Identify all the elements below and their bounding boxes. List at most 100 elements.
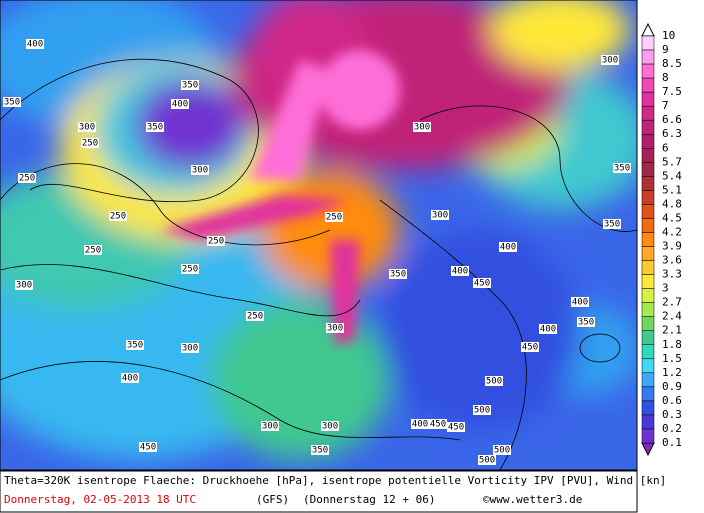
colorbar-band <box>641 414 655 430</box>
contour-label-bg <box>78 122 96 132</box>
contour-label: 400 <box>572 298 588 308</box>
colorbar-band <box>641 77 655 93</box>
contour-label-bg <box>139 442 157 452</box>
contour-label: 250 <box>85 246 101 256</box>
colorbar-label: 0.2 <box>662 422 682 435</box>
colorbar-label: 1.8 <box>662 338 682 351</box>
colorbar-band <box>641 35 655 51</box>
colorbar-band <box>641 119 655 135</box>
footer-model: (GFS) <box>256 493 289 506</box>
colorbar-label: 9 <box>662 43 669 56</box>
contour-label-bg <box>451 266 469 276</box>
colorbar-label: 2.7 <box>662 296 682 309</box>
contour-label: 450 <box>522 343 538 353</box>
colorbar-band <box>641 204 655 219</box>
colorbar-label: 0.3 <box>662 408 682 421</box>
contour-label-bg <box>493 445 511 455</box>
colorbar-label: 5.4 <box>662 169 682 182</box>
contour-label-bg <box>181 343 199 353</box>
colorbar-band <box>641 232 655 247</box>
contour-label-bg <box>261 421 279 431</box>
contour-label-bg <box>191 165 209 175</box>
contour-label-bg <box>15 280 33 290</box>
contour-label-bg <box>325 212 343 222</box>
contour-label: 250 <box>182 265 198 275</box>
colorbar-label: 3.6 <box>662 254 682 267</box>
colorbar-label: 0.6 <box>662 394 682 407</box>
contour-lines <box>0 58 637 470</box>
contour-label: 350 <box>4 98 20 108</box>
colorbar-band <box>641 372 655 388</box>
contour-label-bg <box>171 99 189 109</box>
contour-label-bg <box>499 242 517 252</box>
contour-label-bg <box>326 323 344 333</box>
contour-label: 450 <box>140 443 156 453</box>
contour-label-bg <box>521 342 539 352</box>
contour-label: 300 <box>414 123 430 133</box>
colorbar-band <box>641 344 655 360</box>
colorbar-label: 2.1 <box>662 324 682 337</box>
colorbar-label: 2.4 <box>662 310 682 323</box>
contour-label: 350 <box>312 446 328 456</box>
contour-label-bg <box>411 419 429 429</box>
contour-label-bg <box>207 236 225 246</box>
colorbar-label: 5.1 <box>662 183 682 196</box>
contour-label-bg <box>473 405 491 415</box>
contour-label-bg <box>413 122 431 132</box>
colorbar: 1098.587.576.66.365.75.45.14.84.54.23.93… <box>641 22 682 457</box>
colorbar-label: 7 <box>662 99 669 112</box>
colorbar-band <box>641 133 655 149</box>
contour-label: 250 <box>19 174 35 184</box>
contour-label-bg <box>613 163 631 173</box>
colorbar-label: 4.8 <box>662 197 682 210</box>
contour-label-bg <box>601 55 619 65</box>
contour-label-bg <box>478 455 496 465</box>
footer-copyright: ©www.wetter3.de <box>483 493 582 506</box>
contour-label: 400 <box>540 325 556 335</box>
footer-run: (Donnerstag 12 + 06) <box>303 493 435 506</box>
colorbar-label: 8 <box>662 71 669 84</box>
contour-label-bg <box>429 419 447 429</box>
contour-label-bg <box>246 311 264 321</box>
contour-label: 400 <box>500 243 516 253</box>
colorbar-band <box>641 274 655 289</box>
colorbar-label: 3.3 <box>662 268 682 281</box>
contour-label: 300 <box>322 422 338 432</box>
colorbar-band <box>641 190 655 205</box>
contour-label: 500 <box>494 446 510 456</box>
colorbar-band <box>641 63 655 79</box>
colorbar-label: 1.5 <box>662 352 682 365</box>
contour-label-bg <box>81 138 99 148</box>
map-field: 400 350 400 350 300 250 350 300 250 250 250 250 250 3… <box>0 0 637 470</box>
contour-label: 500 <box>486 377 502 387</box>
colorbar-label: 4.5 <box>662 211 682 224</box>
contour-label: 500 <box>474 406 490 416</box>
colorbar-label: 6 <box>662 141 669 154</box>
colorbar-label: 4.2 <box>662 225 682 238</box>
contour-label: 250 <box>110 212 126 222</box>
contour-label-bg <box>389 269 407 279</box>
colorbar-label: 10 <box>662 29 675 42</box>
contour-label: 400 <box>172 100 188 110</box>
contour-label-bg <box>146 122 164 132</box>
colorbar-label: 8.5 <box>662 57 682 70</box>
contour-label-bg <box>321 421 339 431</box>
colorbar-top-arrow <box>641 22 655 37</box>
contour-label: 350 <box>147 123 163 133</box>
contour-label-bg <box>181 80 199 90</box>
colorbar-band <box>641 246 655 261</box>
colorbar-band <box>641 302 655 317</box>
colorbar-label: 7.5 <box>662 85 682 98</box>
colorbar-label: 3.9 <box>662 240 682 253</box>
contour-label: 300 <box>192 166 208 176</box>
map-frame <box>0 0 638 471</box>
colorbar-label: 3 <box>662 282 669 295</box>
colorbar-band <box>641 288 655 303</box>
contour-label: 250 <box>326 213 342 223</box>
contour-label-bg <box>577 317 595 327</box>
contour-label-bg <box>181 264 199 274</box>
contour-label: 450 <box>448 423 464 433</box>
contour-label-bg <box>18 173 36 183</box>
contour-label-bg <box>26 39 44 49</box>
colorbar-band <box>641 162 655 177</box>
